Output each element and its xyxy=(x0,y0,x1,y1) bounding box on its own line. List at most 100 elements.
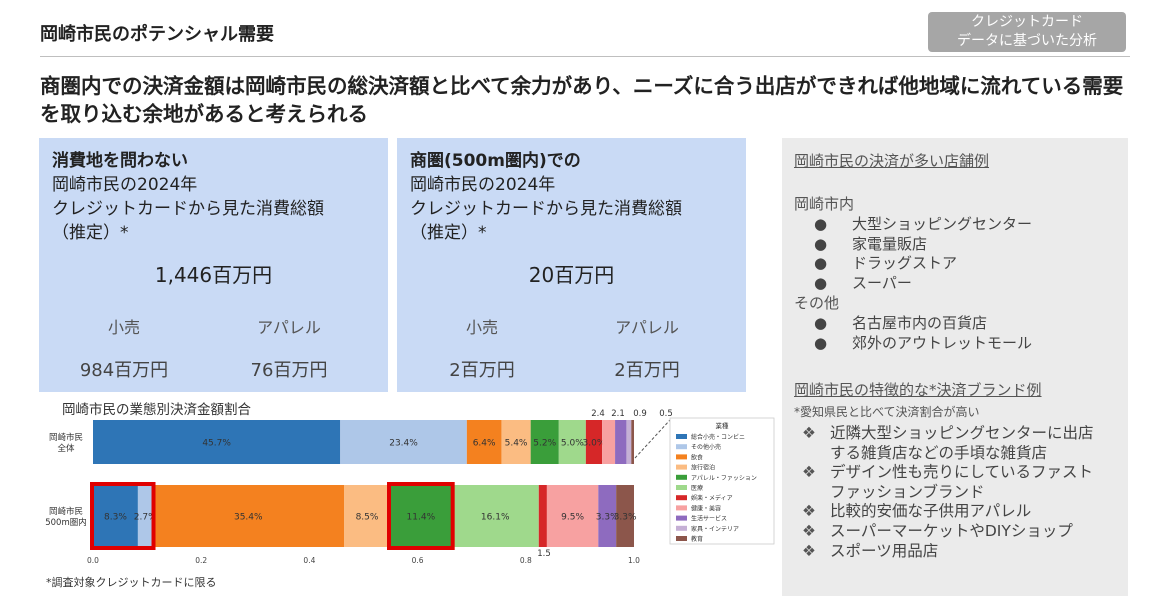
data-label: 5.4% xyxy=(505,439,528,449)
data-label: 23.4% xyxy=(389,439,418,449)
bullet-icon: ● xyxy=(814,274,828,292)
kpi-sub-value-apparel: 2百万円 xyxy=(614,360,680,381)
legend-label: その他小売 xyxy=(691,443,721,451)
legend-swatch xyxy=(676,485,687,490)
kpi-sub-label-retail: 小売 xyxy=(107,318,140,337)
bar-segment xyxy=(390,485,452,547)
legend-swatch xyxy=(676,495,687,501)
legend-box xyxy=(669,417,775,545)
kpi-total-value: 20百万円 xyxy=(528,263,615,287)
footnote: *調査対象クレジットカードに限る xyxy=(46,576,217,589)
kpi-card-overall: 消費地を問わない 岡崎市民の2024年 クレジットカードから見た消費総額 （推定… xyxy=(39,138,388,392)
tag-line-2: データに基づいた分析 xyxy=(957,33,1097,49)
bar-segment xyxy=(466,420,502,464)
x-tick-label: 0.6 xyxy=(412,556,424,565)
kpi-card-trade-area: 商圏(500m圏内)での 岡崎市民の2024年 クレジットカードから見た消費総額… xyxy=(397,138,746,392)
kpi-heading-line: （推定）* xyxy=(52,223,129,243)
legend-title: 業種 xyxy=(716,421,730,430)
legend-label: 飲食 xyxy=(691,453,703,461)
bar-segment xyxy=(602,420,616,464)
legend-swatch xyxy=(676,536,687,541)
kpi-heading: 商圏(500m圏内)での 岡崎市民の2024年 クレジットカードから見た消費総額… xyxy=(410,149,740,245)
brand-item: ❖ 近隣大型ショッピングセンターに出店 する雑貨店などの手頃な雑貨店 xyxy=(802,423,1122,463)
legend-label: 旅行宿泊 xyxy=(691,464,715,472)
list-item-label: ドラッグストア xyxy=(852,254,958,272)
kpi-sub-value-retail: 984百万円 xyxy=(79,360,169,381)
list-item: ● ドラッグストア xyxy=(814,252,957,273)
data-label: 8.5% xyxy=(356,513,379,523)
kpi-heading-line: 岡崎市民の2024年 xyxy=(410,175,556,195)
bar-segment xyxy=(451,485,539,547)
bar-segment xyxy=(615,420,627,464)
list-item: ● 郊外のアウトレットモール xyxy=(814,332,1032,353)
bullet-icon: ● xyxy=(814,215,828,233)
x-tick-label: 1.0 xyxy=(628,556,640,565)
legend-swatch xyxy=(676,515,687,521)
brand-line: 近隣大型ショッピングセンターに出店 xyxy=(830,424,1094,442)
data-label: 16.1% xyxy=(481,513,510,523)
brand-line: 比較的安価な子供用アパレル xyxy=(830,502,1032,520)
x-tick-label: 0.2 xyxy=(195,556,207,565)
category-label: 岡崎市民 xyxy=(49,432,83,443)
store-examples-panel: 岡崎市民の決済が多い店舗例 岡崎市内 ● 大型ショッピングセンター ● 家電量販店 … xyxy=(782,138,1128,596)
callout-label: 2.1 xyxy=(611,409,625,419)
header-divider xyxy=(40,56,1130,57)
section-title-stores: 岡崎市民の決済が多い店舗例 xyxy=(794,152,990,170)
list-item-label: 大型ショッピングセンター xyxy=(852,215,1033,233)
legend-label: アパレル・ファッション xyxy=(691,475,757,482)
bar-segment xyxy=(558,420,586,464)
kpi-sub-value-apparel: 76百万円 xyxy=(250,360,328,381)
x-tick-label: 0.8 xyxy=(520,556,532,565)
diamond-bullet-icon: ❖ xyxy=(802,424,816,442)
legend-swatch xyxy=(676,454,687,460)
category-share-chart: 岡崎市民の業態別決済金額割合 45.7% 23.4% 6.4% 5.4% 5.2% 5.0%… xyxy=(40,396,775,574)
kpi-heading-bold: 消費地を問わない xyxy=(52,151,188,171)
bar-segment xyxy=(93,485,138,547)
section-title-brands: 岡崎市民の特徴的な*決済ブランド例 xyxy=(794,381,1042,399)
category-label: 岡崎市民 xyxy=(49,506,83,517)
data-label: 11.4% xyxy=(407,513,436,523)
headline: 商圏内での決済金額は岡崎市民の総決済額と比べて余力があり、ニーズに合う出店ができ… xyxy=(40,74,1124,126)
bar-segment xyxy=(598,485,617,547)
bar-segment xyxy=(616,485,634,547)
bar-segment xyxy=(93,420,341,464)
diamond-bullet-icon: ❖ xyxy=(802,522,816,540)
brand-item: ❖ スポーツ用品店 xyxy=(802,541,1122,561)
list-item-label: 郊外のアウトレットモール xyxy=(852,334,1033,352)
legend-connector xyxy=(634,419,671,459)
kpi-heading-bold: 商圏(500m圏内)での xyxy=(410,151,581,171)
section-note: *愛知県民と比べて決済割合が高い xyxy=(794,405,980,419)
data-label: 3.3% xyxy=(596,513,619,523)
kpi-sub-label-retail: 小売 xyxy=(465,318,498,337)
list-item-label: 家電量販店 xyxy=(852,235,928,253)
kpi-sub-value-retail: 2百万円 xyxy=(449,360,515,381)
brand-line: デザイン性も売りにしているファスト xyxy=(830,463,1094,481)
kpi-sub-label-apparel: アパレル xyxy=(615,318,679,337)
brand-line: する雑貨店などの手頃な雑貨店 xyxy=(830,444,1048,462)
bar-segment xyxy=(501,420,531,464)
legend-swatch xyxy=(676,464,687,470)
brand-item: ❖ スーパーマーケットやDIYショップ xyxy=(802,521,1122,541)
bullet-icon: ● xyxy=(814,254,828,272)
legend-label: 健康・美容 xyxy=(691,504,721,512)
data-label: 6.4% xyxy=(473,439,496,449)
data-label: 3.0% xyxy=(583,439,606,449)
data-label: 9.5% xyxy=(561,513,584,523)
data-label: 5.0% xyxy=(561,439,584,449)
bar-segment xyxy=(530,420,559,464)
legend-swatch xyxy=(676,444,687,450)
legend-label: 娯楽・メディア xyxy=(691,494,733,502)
kpi-total-value: 1,446百万円 xyxy=(154,263,273,287)
list-item-label: 名古屋市内の百貨店 xyxy=(852,314,988,332)
legend-swatch xyxy=(676,505,687,511)
kpi-heading: 消費地を問わない 岡崎市民の2024年 クレジットカードから見た消費総額 （推定… xyxy=(52,149,382,245)
kpi-sub-label-apparel: アパレル xyxy=(257,318,321,337)
bar-segment xyxy=(344,485,391,547)
brand-line: スポーツ用品店 xyxy=(830,542,939,560)
category-label: 全体 xyxy=(57,443,75,454)
list-item: ● スーパー xyxy=(814,272,912,293)
kpi-heading-line: （推定）* xyxy=(410,223,487,243)
callout-label: 2.4 xyxy=(591,409,605,419)
legend-swatch xyxy=(676,525,687,531)
list-item-label: スーパー xyxy=(852,274,912,292)
